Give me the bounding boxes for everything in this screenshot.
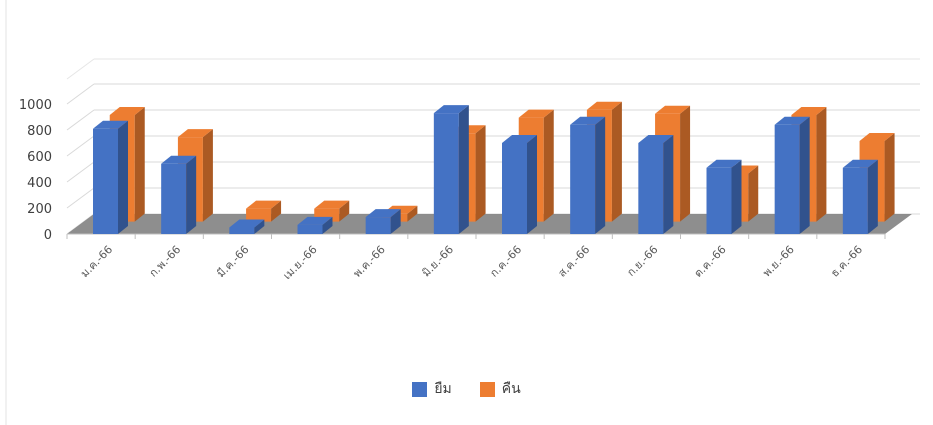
bar-return [246, 200, 282, 222]
legend-swatch-return [479, 381, 495, 397]
x-tick-label: มี.ค.-66 [214, 243, 251, 280]
x-tick-label: ธ.ค.-66 [828, 243, 865, 280]
bar-borrow [297, 216, 333, 234]
y-tick-label: 600 [27, 150, 52, 165]
y-tick-label: 1000 [19, 98, 52, 113]
bar-borrow [229, 219, 265, 234]
y-tick-label: 800 [27, 124, 52, 139]
x-tick-label: ก.ค.-66 [487, 243, 524, 280]
legend-label-return: คืน [501, 381, 521, 397]
x-tick-label: ก.ย.-66 [624, 243, 660, 279]
x-tick-label: ม.ค.-66 [78, 243, 115, 280]
gridline-side [66, 109, 95, 131]
bar-borrow [502, 135, 537, 234]
legend-item-borrow: ยืม [412, 378, 452, 400]
x-tick-label: ต.ค.-66 [692, 243, 729, 280]
x-tick-label: พ.ค.-66 [351, 243, 388, 280]
x-tick-label: ก.พ.-66 [147, 243, 184, 280]
bar-borrow [638, 135, 674, 234]
legend-item-return: คืน [479, 378, 521, 400]
x-tick-label: มิ.ย.-66 [420, 243, 457, 280]
y-tick-label: 200 [27, 202, 52, 217]
gridline-side [66, 135, 95, 157]
gridline-side [66, 187, 95, 209]
x-tick-label: พ.ย.-66 [760, 243, 797, 280]
bar-borrow [706, 159, 742, 234]
bar-borrow [365, 209, 401, 234]
gridline-side [66, 83, 95, 105]
legend-label-borrow: ยืม [434, 381, 452, 397]
gridline-side [66, 161, 95, 183]
chart-legend: ยืม คืน [0, 378, 933, 400]
legend-swatch-borrow [412, 381, 428, 397]
bar-borrow [161, 155, 197, 234]
gridline-top-side [66, 58, 95, 80]
chart-floor [67, 214, 912, 234]
bar-borrow [570, 116, 606, 234]
bar-borrow [433, 105, 469, 234]
y-tick-label: 0 [44, 228, 52, 243]
bar-borrow [842, 159, 878, 234]
y-tick-label: 400 [27, 176, 52, 191]
bar-borrow [93, 120, 128, 234]
x-tick-label: เม.ย.-66 [281, 243, 320, 282]
x-tick-label: ส.ค.-66 [556, 243, 593, 280]
bar-borrow [774, 116, 810, 234]
